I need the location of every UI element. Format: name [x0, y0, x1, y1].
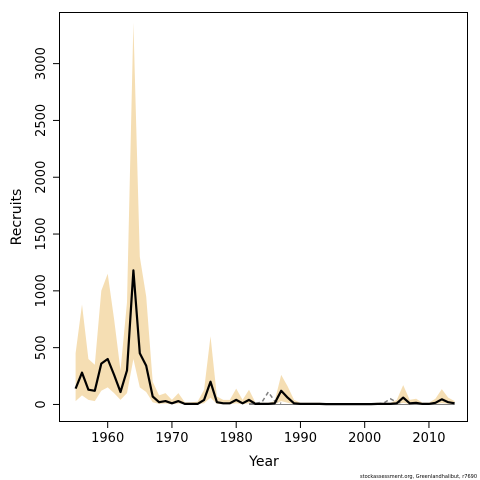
- x-axis-title: Year: [248, 454, 279, 470]
- x-tick-label: 1970: [155, 431, 188, 446]
- x-tick-label: 1960: [91, 431, 124, 446]
- y-tick-label: 3000: [34, 47, 49, 80]
- y-tick-label: 2500: [34, 104, 49, 137]
- confidence-band: [75, 22, 455, 405]
- footnote: stockassessment.org, Greenlandhalibut, r…: [360, 474, 477, 480]
- x-tick-label: 2010: [412, 431, 445, 446]
- y-tick-label: 1000: [34, 274, 49, 307]
- y-tick-label: 0: [34, 400, 49, 408]
- plot-frame: [59, 12, 468, 422]
- y-tick-label: 2000: [34, 161, 49, 194]
- y-axis-title: Recruits: [9, 189, 25, 246]
- series-line-layer: [74, 269, 455, 406]
- x-axis: 1960 1970 1980 1990 2000 2010: [91, 421, 445, 446]
- y-axis: 0 500 1000 1500 2000 2500 3000: [34, 47, 60, 409]
- y-tick-label: 1500: [34, 217, 49, 250]
- y-tick-label: 500: [34, 335, 49, 360]
- recruits-line: [74, 269, 455, 406]
- x-tick-label: 1990: [284, 431, 317, 446]
- x-tick-label: 1980: [220, 431, 253, 446]
- confidence-band-layer: [75, 22, 455, 405]
- x-tick-label: 2000: [348, 431, 381, 446]
